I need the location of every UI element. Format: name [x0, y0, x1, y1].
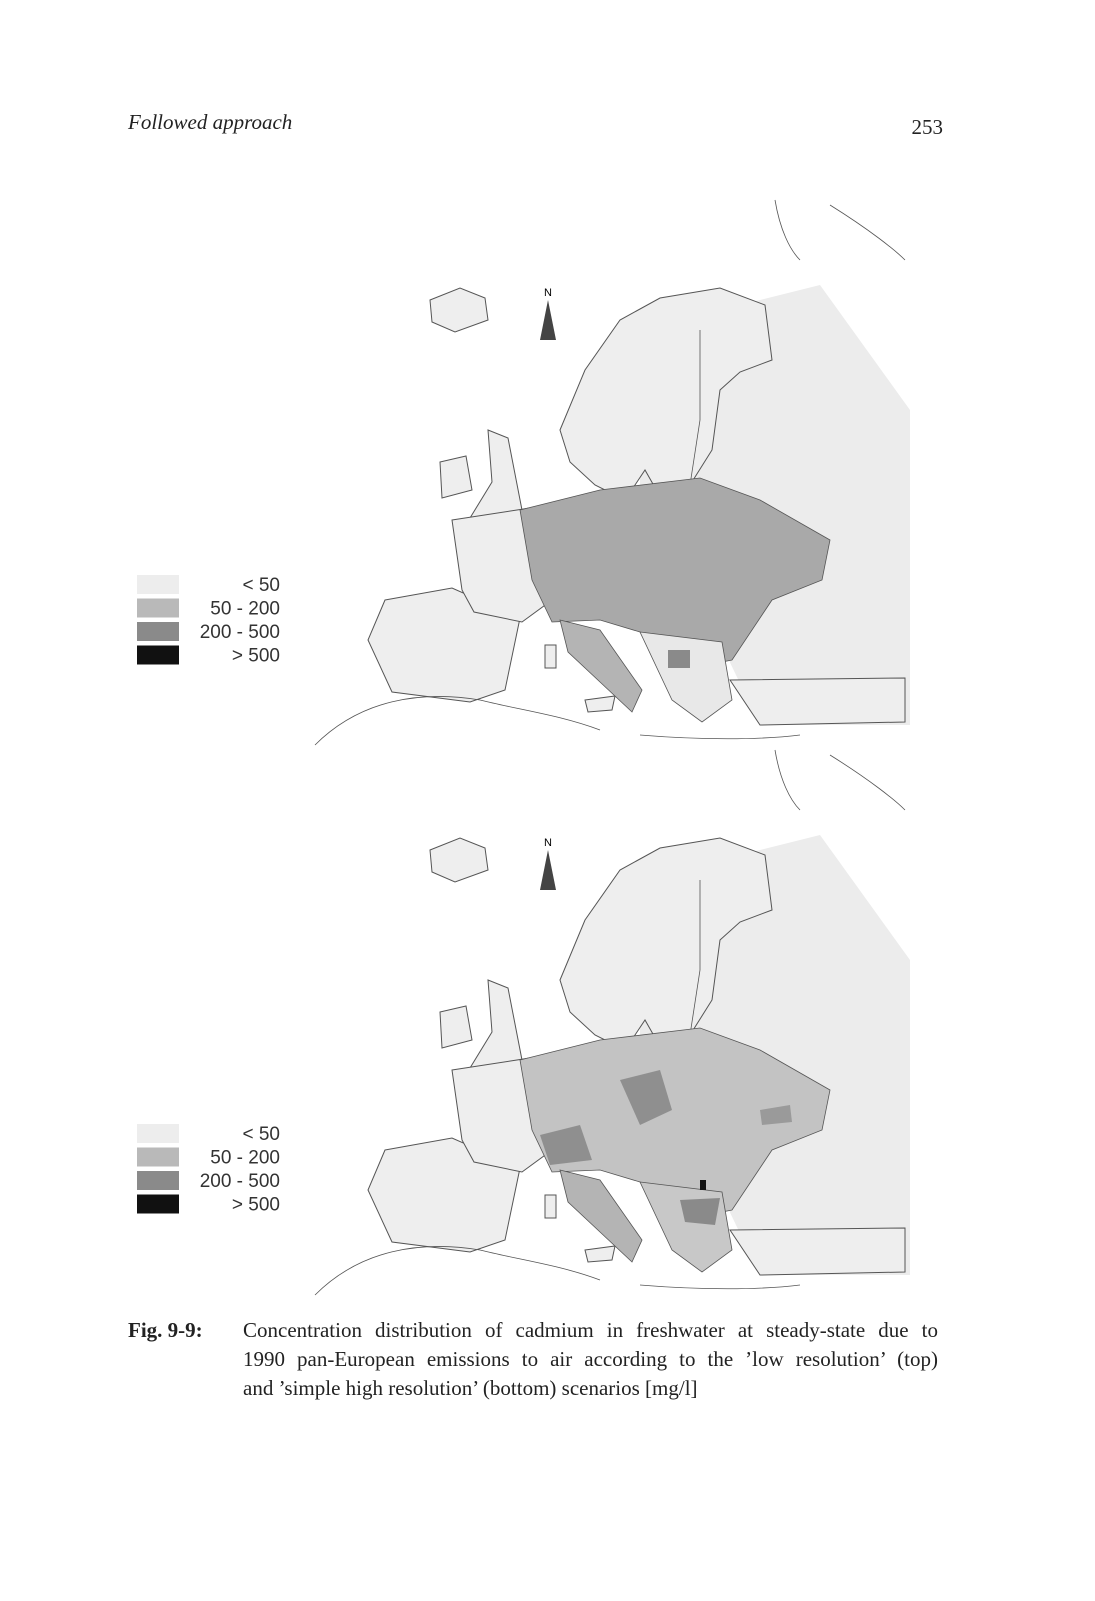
legend-label: > 500: [232, 646, 280, 667]
legend-label: 200 - 500: [200, 1171, 280, 1192]
north-label: N: [544, 287, 552, 299]
legend-label: 50 - 200: [210, 1148, 280, 1169]
caption-line: 1990 pan-European emissions to air accor…: [243, 1347, 938, 1371]
legend-swatch: [137, 1147, 179, 1167]
legend-label: < 50: [242, 575, 280, 596]
caption: Concentration distribution of cadmium in…: [243, 1316, 938, 1403]
legend-swatch: [137, 598, 179, 618]
north-label: N: [544, 837, 552, 849]
legend-swatch: [137, 575, 179, 594]
legend-label: 50 - 200: [210, 599, 280, 620]
legend-label: > 500: [232, 1195, 280, 1216]
caption-line: Concentration distribution of cadmium in…: [243, 1318, 938, 1342]
legend-swatch: [137, 1194, 179, 1214]
map-bottom: [314, 749, 911, 1296]
legend-label: < 50: [242, 1124, 280, 1145]
legend-swatch: [137, 645, 179, 665]
legend-swatch: [137, 622, 179, 641]
legend-label: 200 - 500: [200, 622, 280, 643]
caption-line: and ’simple high resolution’ (bottom) sc…: [243, 1376, 698, 1400]
legend-swatch: [137, 1171, 179, 1190]
legend-swatch: [137, 1124, 179, 1143]
running-title: Followed approach: [128, 110, 293, 134]
caption-label: Fig. 9-9:: [128, 1318, 203, 1342]
page-number: 253: [911, 115, 944, 139]
map-top: [314, 199, 911, 746]
